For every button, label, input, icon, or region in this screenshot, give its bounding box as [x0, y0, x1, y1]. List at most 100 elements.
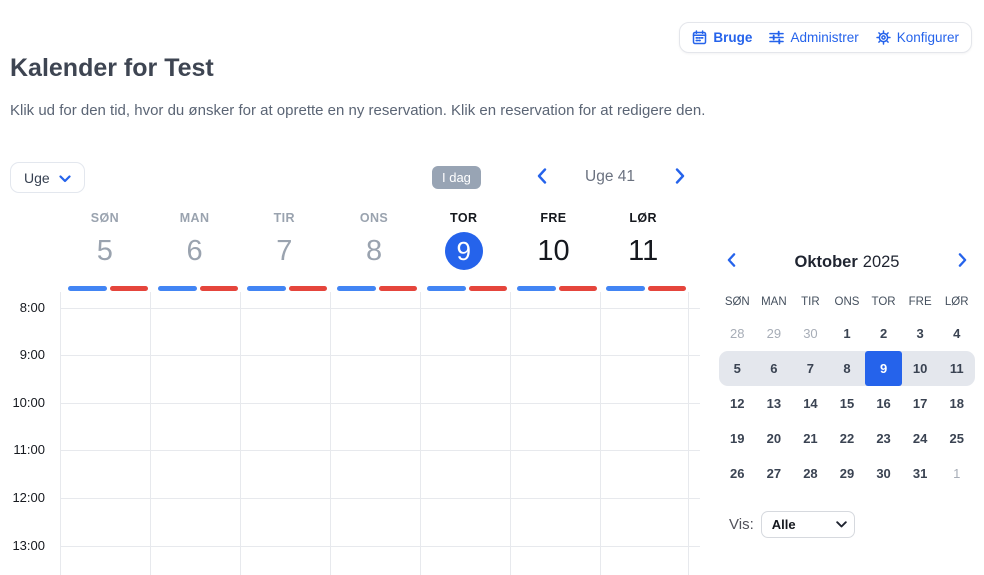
availability-bar-red[interactable] [379, 286, 418, 291]
today-button[interactable]: I dag [432, 166, 481, 189]
day-name: ONS [359, 211, 389, 225]
mini-calendar-day[interactable]: 19 [730, 431, 745, 446]
mini-calendar-day[interactable]: 8 [843, 361, 851, 376]
mini-calendar-day[interactable]: 26 [730, 466, 745, 481]
availability-bar-red[interactable] [558, 286, 597, 291]
availability-bar-red[interactable] [199, 286, 238, 291]
mini-calendar-day[interactable]: 28 [803, 466, 818, 481]
mini-calendar-day[interactable]: 23 [876, 431, 891, 446]
mini-calendar-day[interactable]: 1 [953, 466, 961, 481]
mini-calendar-day[interactable]: 30 [876, 466, 891, 481]
day-header-man[interactable]: MAN 6 [150, 211, 240, 270]
day-header-son[interactable]: SØN 5 [60, 211, 150, 270]
day-indicators [150, 286, 240, 291]
grid-hour-line [60, 498, 700, 499]
filter-select-wrap: Alle [760, 511, 855, 538]
mini-calendar-day[interactable]: 29 [766, 326, 782, 341]
mini-calendar-day[interactable]: 25 [949, 431, 964, 446]
mini-calendar-day[interactable]: 18 [949, 396, 964, 411]
day-header-fre[interactable]: FRE 10 [509, 211, 599, 270]
day-indicators [329, 286, 419, 291]
nav-bruge[interactable]: Bruge [692, 30, 752, 45]
availability-bar-blue[interactable] [516, 286, 556, 291]
mini-calendar-day[interactable]: 14 [803, 396, 818, 411]
mini-calendar-day[interactable]: 4 [953, 326, 961, 341]
mode-switcher: Bruge Administrer Konfigurer [679, 22, 972, 53]
mini-calendar-day[interactable]: 1 [843, 326, 851, 341]
weekday-label: SØN [724, 296, 750, 308]
day-header-lor[interactable]: LØR 11 [598, 211, 688, 270]
view-mode-dropdown[interactable]: Uge [10, 162, 85, 193]
previous-month-button[interactable] [719, 250, 743, 274]
day-header-tor-today[interactable]: TOR 9 [419, 211, 509, 270]
day-number: 11 [628, 234, 659, 267]
day-name: LØR [629, 211, 657, 225]
mini-calendar-grid: 28 29 30 1 2 3 4 5 6 7 8 9 10 11 12 13 1… [719, 316, 975, 491]
mini-calendar-day[interactable]: 6 [770, 361, 778, 376]
mini-calendar-day[interactable]: 7 [806, 361, 815, 376]
availability-bar-blue[interactable] [426, 286, 466, 291]
mini-calendar-day[interactable]: 11 [949, 361, 964, 376]
next-week-button[interactable] [669, 167, 691, 189]
grid-day-line [600, 292, 601, 575]
mini-calendar-day[interactable]: 2 [879, 326, 888, 341]
mini-calendar-day[interactable]: 15 [839, 396, 855, 411]
mini-calendar-day[interactable]: 24 [912, 431, 928, 446]
hour-label: 13:00 [12, 538, 45, 553]
mini-calendar-title: Oktober 2025 [795, 253, 900, 272]
mini-calendar-day[interactable]: 17 [912, 396, 928, 411]
day-name: TOR [450, 211, 478, 225]
grid-day-line [330, 292, 331, 575]
current-week-highlight [719, 351, 975, 386]
gear-icon [875, 30, 891, 45]
mini-calendar-day[interactable]: 12 [730, 396, 745, 411]
mini-calendar-day-selected[interactable]: 9 [865, 351, 902, 386]
availability-bar-red[interactable] [289, 286, 328, 291]
view-mode-label: Uge [24, 169, 50, 186]
mini-calendar-day[interactable]: 5 [733, 361, 741, 376]
day-indicators [239, 286, 329, 291]
mini-calendar-day[interactable]: 16 [876, 396, 891, 411]
mini-calendar-day[interactable]: 28 [730, 326, 745, 341]
filter-select[interactable]: Alle [760, 511, 855, 538]
day-indicators [598, 286, 688, 291]
previous-week-button[interactable] [531, 167, 553, 189]
weekday-label: MAN [761, 296, 787, 308]
mini-calendar-day[interactable]: 30 [803, 326, 818, 341]
availability-bar-blue[interactable] [157, 286, 197, 291]
grid-day-line [420, 292, 421, 575]
mini-calendar-day[interactable]: 21 [803, 431, 818, 446]
availability-bar-red[interactable] [110, 286, 148, 291]
day-name: SØN [90, 211, 119, 225]
mini-calendar-day[interactable]: 3 [916, 326, 924, 341]
grid-hour-line [60, 308, 700, 309]
time-grid[interactable]: 8:00 9:00 10:00 11:00 12:00 13:00 [0, 286, 710, 575]
next-month-button[interactable] [951, 250, 975, 274]
year-label: 2025 [862, 252, 900, 271]
mini-calendar-day[interactable]: 20 [766, 431, 782, 446]
mini-calendar-day[interactable]: 31 [912, 466, 928, 481]
mini-calendar-day[interactable]: 29 [839, 466, 855, 481]
availability-bar-blue[interactable] [247, 286, 287, 291]
availability-bar-blue[interactable] [68, 286, 107, 291]
mini-calendar-day[interactable]: 22 [839, 431, 855, 446]
mini-calendar-day[interactable]: 13 [766, 396, 782, 411]
grid-hour-line [60, 355, 700, 356]
availability-bar-blue[interactable] [606, 286, 646, 291]
mini-calendar-day[interactable]: 10 [912, 361, 928, 376]
day-header-ons[interactable]: ONS 8 [329, 211, 419, 270]
day-number: 5 [96, 234, 113, 267]
mini-calendar-day[interactable]: 27 [766, 466, 782, 481]
availability-bar-red[interactable] [648, 286, 687, 291]
availability-bar-blue[interactable] [337, 286, 377, 291]
nav-konfigurer[interactable]: Konfigurer [875, 30, 959, 45]
nav-administrer[interactable]: Administrer [769, 30, 859, 45]
grid-hour-line [60, 403, 700, 404]
nav-konfigurer-label: Konfigurer [896, 30, 959, 45]
grid-hour-line [60, 450, 700, 451]
weekday-label: TIR [801, 296, 820, 308]
day-header-tir[interactable]: TIR 7 [239, 211, 329, 270]
chevron-left-icon [537, 167, 547, 189]
availability-bar-red[interactable] [468, 286, 507, 291]
